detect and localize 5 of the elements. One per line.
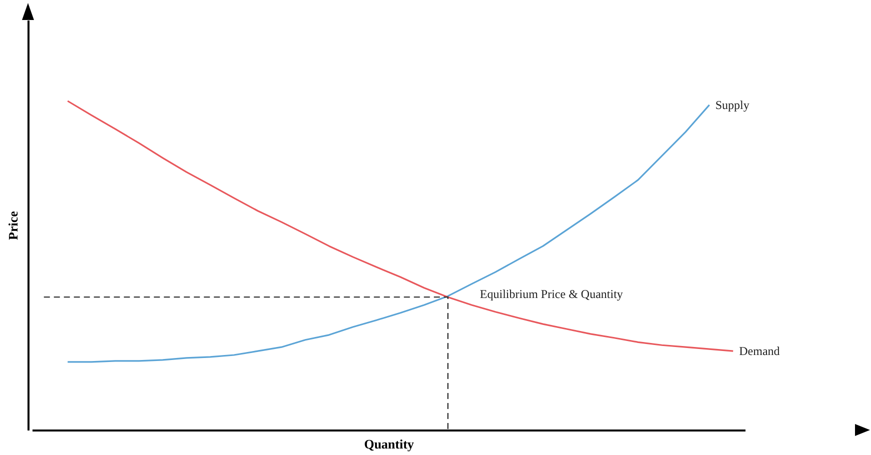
series-label: Demand xyxy=(739,344,780,358)
x-axis-title: Quantity xyxy=(364,436,414,452)
annotation: Equilibrium Price & Quantity xyxy=(480,287,623,302)
series-label: Supply xyxy=(715,98,750,112)
y-axis-title: Price xyxy=(6,210,20,240)
